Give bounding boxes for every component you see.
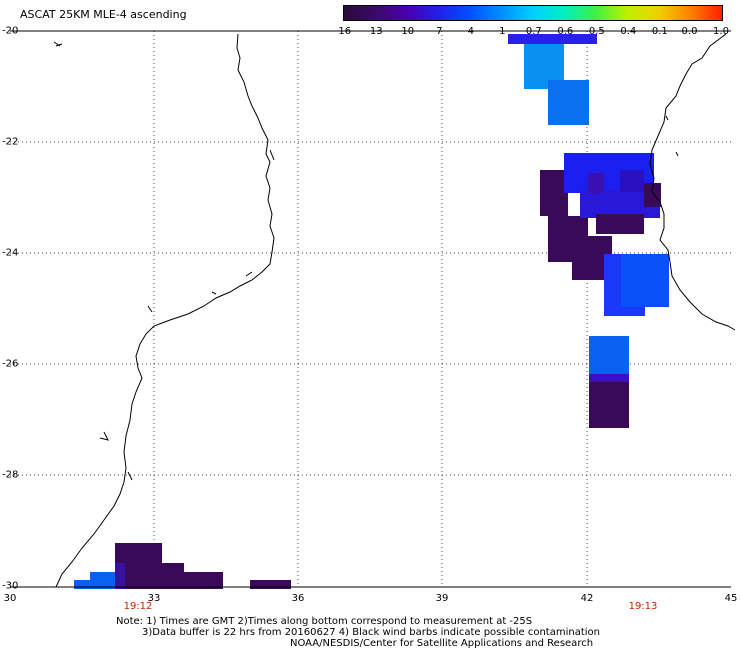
time-label: 19:13	[628, 601, 658, 612]
map-title: ASCAT 25KM MLE-4 ascending	[20, 8, 187, 21]
lon-label: 45	[724, 593, 738, 604]
lat-label: -30	[2, 580, 19, 592]
coastline-west	[55, 33, 275, 588]
color-scale-bar	[343, 5, 723, 21]
time-label: 19:12	[123, 601, 153, 612]
lat-label: -20	[2, 25, 19, 37]
lon-label: 39	[435, 593, 449, 604]
coastline-east	[649, 33, 736, 331]
lat-label: -24	[2, 247, 19, 259]
island-marks	[53, 41, 275, 481]
island-marks-east	[665, 115, 679, 157]
note-line-1: Note: 1) Times are GMT 2)Times along bot…	[116, 616, 533, 627]
note-line-2: 3)Data buffer is 22 hrs from 20160627 4)…	[142, 627, 600, 638]
lat-label: -22	[2, 136, 19, 148]
lon-label: 30	[3, 593, 17, 604]
swath-cells	[74, 34, 669, 589]
lat-label: -28	[2, 469, 19, 481]
lon-label: 33	[147, 593, 161, 604]
note-line-3: NOAA/NESDIS/Center for Satellite Applica…	[290, 638, 594, 649]
lat-label: -26	[2, 358, 19, 370]
lon-label: 42	[580, 593, 594, 604]
lon-label: 36	[291, 593, 305, 604]
